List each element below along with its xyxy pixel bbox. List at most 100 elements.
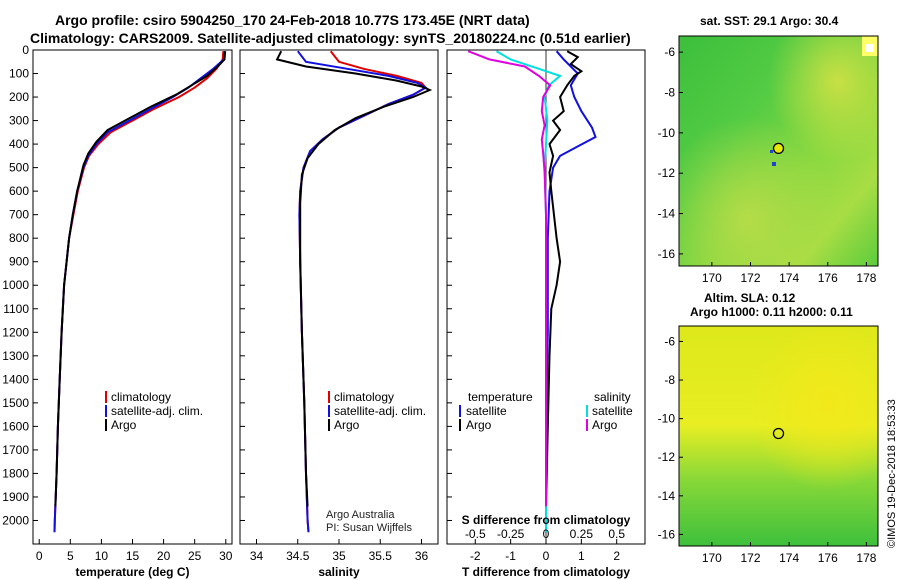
- y-tick-label: 1200: [2, 325, 29, 339]
- legend-climatology-label: climatology: [334, 390, 394, 404]
- argo-float-marker: [772, 142, 785, 155]
- series-line-s-satellite: [495, 50, 563, 533]
- series-line-argo: [275, 50, 433, 507]
- legend-salinity-header: salinity: [594, 390, 631, 404]
- legend-argo-label: Argo: [334, 418, 360, 432]
- x-top-tick-label: 0.25: [570, 527, 594, 541]
- x-axis-label: temperature (deg C): [75, 565, 189, 579]
- y-tick-label: 1100: [3, 302, 29, 316]
- y-tick-label: 2000: [2, 513, 29, 527]
- x-tick-label: 2: [613, 549, 620, 563]
- y-tick-label: 1500: [2, 396, 29, 410]
- y-tick-label: 900: [9, 255, 29, 269]
- map-x-tick-label: 174: [779, 551, 799, 565]
- sst-map: [678, 35, 879, 267]
- x-tick-label: 34.5: [286, 549, 310, 563]
- legend-argo-label: Argo: [111, 418, 137, 432]
- x-tick-label: 35.5: [369, 549, 393, 563]
- x-top-axis-label: S difference from climatology: [462, 513, 631, 527]
- map-y-tick-label: -6: [664, 334, 675, 348]
- legend-t-argo-label: Argo: [466, 418, 492, 432]
- y-tick-label: 300: [9, 114, 29, 128]
- imos-timestamp: ©IMOS 19-Dec-2018 18:53:33: [886, 399, 898, 548]
- x-tick-label: -1: [505, 549, 516, 563]
- x-tick-label: 5: [67, 549, 74, 563]
- y-tick-label: 700: [9, 208, 29, 222]
- y-tick-label: 0: [22, 43, 29, 57]
- map-x-tick-label: 174: [779, 271, 799, 285]
- temperature-legend: climatology satellite-adj. clim. Argo: [105, 390, 203, 432]
- series-line-t-argo: [545, 50, 584, 507]
- figure-title-line2: Climatology: CARS2009. Satellite-adjuste…: [30, 30, 631, 46]
- y-tick-label: 600: [9, 184, 29, 198]
- x-axis-label: salinity: [318, 565, 360, 579]
- argo-float-marker: [772, 427, 785, 440]
- series-line-satellite-adj.-clim.: [53, 51, 226, 533]
- legend-s-satellite-label: satellite: [592, 404, 633, 418]
- series-line-climatology: [53, 51, 225, 533]
- series-line-s-argo: [467, 50, 552, 507]
- x-top-tick-label: -0.5: [465, 527, 486, 541]
- legend-satellite-label: satellite-adj. clim.: [334, 404, 426, 418]
- x-tick-label: 36: [415, 549, 429, 563]
- map-x-tick-label: 178: [856, 271, 876, 285]
- series-line-argo: [54, 51, 227, 507]
- difference-legend: temperature salinity satellite Argo sate…: [459, 390, 633, 432]
- legend-satellite-label: satellite-adj. clim.: [111, 404, 203, 418]
- y-tick-label: 400: [9, 137, 29, 151]
- series-line-t-satellite: [545, 50, 597, 533]
- x-tick-label: 10: [95, 549, 109, 563]
- credit-pi: PI: Susan Wijffels: [326, 522, 412, 534]
- legend-s-argo-label: Argo: [592, 418, 618, 432]
- map-y-tick-label: -8: [664, 373, 675, 387]
- sst-cold-pixel: [770, 150, 773, 153]
- y-tick-label: 1400: [2, 372, 29, 386]
- map-x-tick-label: 170: [702, 551, 722, 565]
- x-tick-label: 20: [157, 549, 171, 563]
- y-tick-label: 1600: [2, 419, 29, 433]
- salinity-legend: climatology satellite-adj. clim. Argo: [328, 390, 426, 432]
- map-y-tick-label: -12: [658, 166, 676, 180]
- x-tick-label: 15: [126, 549, 140, 563]
- sla-map-ticks: 170 172 174 176 178 -6 -8 -10 -12 -14 -16: [658, 334, 877, 565]
- credit-argo-australia: Argo Australia: [326, 509, 395, 521]
- y-tick-label: 100: [9, 67, 29, 81]
- map-y-tick-label: -14: [658, 207, 676, 221]
- legend-climatology-label: climatology: [111, 390, 171, 404]
- sst-missing-pixel: [866, 44, 874, 52]
- x-tick-label: -2: [470, 549, 481, 563]
- legend-temperature-header: temperature: [468, 390, 533, 404]
- map-y-tick-label: -14: [658, 489, 676, 503]
- sla-map-subtitle: Argo h1000: 0.11 h2000: 0.11: [690, 305, 853, 319]
- salinity-panel: 34 34.5 35 35.5 36 salinity: [239, 49, 439, 579]
- map-x-tick-label: 172: [740, 271, 760, 285]
- x-tick-label: 35: [332, 549, 346, 563]
- sla-high-patch: [679, 326, 878, 546]
- sst-map-ticks: 170 172 174 176 178 -6 -8 -10 -12 -14 -16: [658, 45, 877, 285]
- series-line-satellite-adj.-clim.: [297, 50, 428, 533]
- difference-panel: -2 -1 0 1 2 T difference from climatology -0.5…: [446, 49, 646, 579]
- temperature-panel: 0100200300400500600700800900100011001200…: [2, 43, 232, 579]
- map-y-tick-label: -10: [658, 412, 676, 426]
- y-tick-label: 800: [9, 231, 29, 245]
- plot-frame: [239, 49, 439, 545]
- sla-map-title: Altim. SLA: 0.12: [704, 291, 796, 305]
- x-tick-label: 25: [188, 549, 202, 563]
- map-y-tick-label: -6: [664, 45, 675, 59]
- x-tick-label: 34: [250, 549, 264, 563]
- x-tick-label: 0: [36, 549, 43, 563]
- x-top-tick-label: 0: [543, 527, 550, 541]
- y-tick-label: 1000: [2, 278, 29, 292]
- series-line-climatology: [298, 50, 428, 533]
- map-x-tick-label: 178: [856, 551, 876, 565]
- map-x-tick-label: 176: [818, 271, 838, 285]
- y-tick-label: 1700: [2, 443, 29, 457]
- y-tick-label: 1300: [2, 349, 29, 363]
- sst-cold-pixel: [772, 162, 776, 166]
- figure-title-line1: Argo profile: csiro 5904250_170 24-Feb-2…: [55, 12, 530, 28]
- legend-t-satellite-label: satellite: [466, 404, 507, 418]
- x-top-tick-label: -0.25: [497, 527, 525, 541]
- map-y-tick-label: -16: [658, 527, 676, 541]
- map-y-tick-label: -12: [658, 450, 676, 464]
